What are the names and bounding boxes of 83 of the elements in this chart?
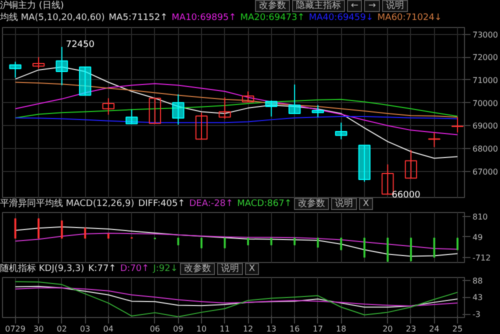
candlestick <box>265 100 278 117</box>
x-tick-label: 09 <box>173 324 184 334</box>
x-tick-label: 23 <box>406 324 416 334</box>
candlestick <box>195 112 208 140</box>
y-tick-label: 73000 <box>472 30 498 40</box>
candlestick <box>148 98 162 124</box>
x-tick-label: 0729 <box>5 324 26 334</box>
x-tick-label: 25 <box>452 324 463 334</box>
line-series <box>14 83 458 136</box>
line-series <box>14 82 458 118</box>
text: MA10:69895↑ <box>172 13 236 23</box>
x-tick-label: 20 <box>382 324 393 334</box>
text: → <box>364 0 380 12</box>
text: DEA:-28↑ <box>189 199 234 209</box>
chart-title: 沪铜主力 (日线) <box>0 1 64 11</box>
y-tick-label: -712 <box>472 253 491 262</box>
text: 说明 <box>216 263 243 275</box>
text: 说明 <box>382 0 408 12</box>
x-tick-label: 24 <box>429 324 440 334</box>
text: MACD:867↑ <box>237 199 292 209</box>
chart-title: 随机指标 KDJ(9,3,3) <box>0 264 84 274</box>
x-tick-label: 12 <box>242 324 254 334</box>
candlestick <box>242 90 254 102</box>
candlestick <box>32 56 45 70</box>
y-tick-label: 67000 <box>472 167 498 176</box>
line-series <box>14 116 458 124</box>
y-tick-label: 71000 <box>472 76 498 85</box>
x-tick-label: 18 <box>336 324 346 334</box>
candlestick <box>56 46 68 86</box>
x-tick-label: 06 <box>150 324 160 334</box>
text: 改参数 <box>254 0 290 12</box>
line-series <box>14 226 458 257</box>
candlestick <box>102 98 114 116</box>
text: MA5:71152↑ <box>108 13 168 23</box>
text: DIFF:405↑ <box>138 199 186 209</box>
text: J:92↓ <box>153 264 178 274</box>
y-tick-label: 72000 <box>472 53 498 62</box>
candlestick <box>172 94 184 126</box>
y-tick-label: 88 <box>472 276 483 286</box>
y-tick-label: 69000 <box>472 122 498 131</box>
y-tick-label: 49 <box>472 232 483 242</box>
candlestick <box>335 122 348 140</box>
candlestick <box>404 150 418 179</box>
text: 改参数 <box>294 198 329 210</box>
x-tick-label: 16 <box>290 324 300 334</box>
text: 说明 <box>330 198 357 210</box>
x-tick-label: 02 <box>56 324 67 334</box>
series-label: K:77↑ <box>88 264 116 274</box>
x-tick-label: 03 <box>80 324 90 334</box>
annotation: 72450 <box>66 40 95 50</box>
y-tick-label: 810 <box>472 212 488 222</box>
text: 隐藏主指标 <box>292 0 345 12</box>
y-tick-label: 70000 <box>472 98 498 108</box>
candlestick <box>126 109 138 124</box>
candlestick <box>382 164 394 195</box>
text: X <box>244 263 260 275</box>
text: MA20:69473↑ <box>240 13 305 23</box>
text: D:70↑ <box>120 264 150 274</box>
text: X <box>358 198 374 210</box>
candlestick <box>451 116 464 133</box>
x-tick-label: 13 <box>266 324 276 334</box>
x-tick-label: 11 <box>220 324 230 334</box>
x-tick-label: 30 <box>33 324 44 334</box>
candlestick <box>288 84 301 114</box>
candlestick <box>218 96 231 120</box>
x-tick-label: 10 <box>196 324 207 334</box>
text: ← <box>346 0 362 12</box>
chart-title: 平滑异同平均线 MACD(12,26,9) <box>0 199 134 209</box>
y-tick-label: 43 <box>472 293 483 302</box>
chart-subtitle: 均线 MA(5,10,20,40,60) <box>0 13 105 23</box>
candlestick <box>9 61 22 78</box>
y-tick-label: -3 <box>472 310 480 320</box>
x-tick-label: 17 <box>312 324 323 334</box>
y-tick-label: 68000 <box>472 144 498 154</box>
candlestick <box>428 132 440 148</box>
text: MA40:69459↓ <box>308 13 374 23</box>
x-tick-label: 04 <box>103 324 114 334</box>
annotation: 66000 <box>392 190 421 201</box>
candlestick <box>312 104 324 118</box>
line-series <box>14 281 458 318</box>
text: MA60:71024↓ <box>377 13 442 23</box>
line-series <box>14 232 458 250</box>
text: 改参数 <box>180 263 215 275</box>
